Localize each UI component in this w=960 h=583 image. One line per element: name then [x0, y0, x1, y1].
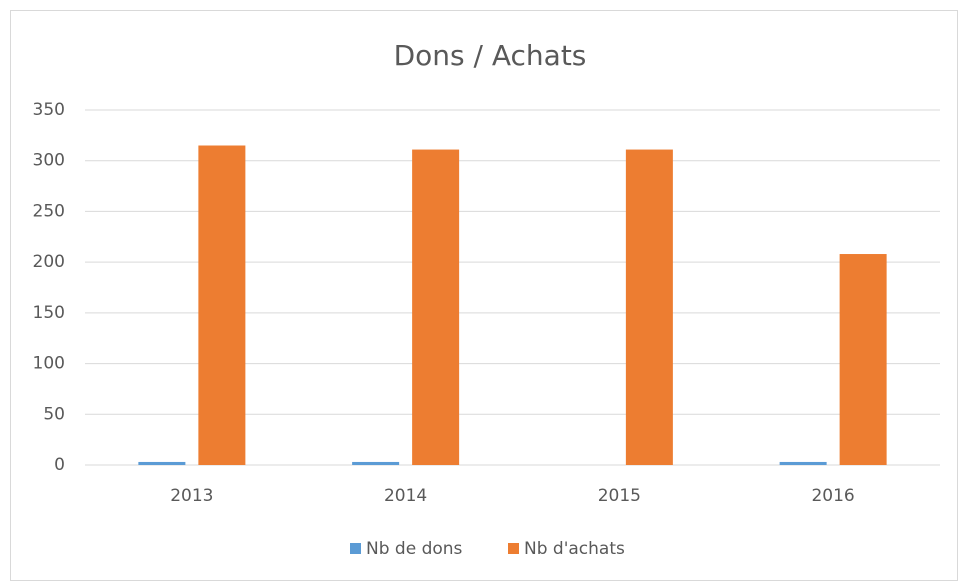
x-tick-label: 2013: [170, 486, 213, 506]
bar: [352, 461, 400, 465]
x-tick-label: 2014: [384, 486, 427, 506]
y-tick-label: 350: [33, 100, 65, 120]
x-tick-label: 2015: [598, 486, 641, 506]
legend-label: Nb de dons: [366, 539, 463, 559]
chart-border: [10, 10, 958, 581]
y-tick-label: 300: [33, 151, 65, 171]
legend-swatch: [508, 543, 519, 554]
legend-label: Nb d'achats: [524, 539, 625, 559]
bar: [198, 145, 246, 465]
y-tick-label: 250: [33, 201, 65, 221]
y-tick-label: 200: [33, 252, 65, 272]
bar: [625, 149, 673, 466]
y-tick-label: 150: [33, 303, 65, 323]
y-tick-label: 0: [54, 455, 65, 475]
legend-swatch: [350, 543, 361, 554]
bar: [779, 461, 827, 465]
y-tick-label: 100: [33, 354, 65, 374]
x-tick-label: 2016: [811, 486, 854, 506]
chart-title: Dons / Achats: [394, 39, 587, 72]
bar: [839, 254, 887, 465]
bar: [138, 461, 186, 465]
bar: [412, 149, 460, 466]
y-tick-label: 50: [43, 404, 65, 424]
